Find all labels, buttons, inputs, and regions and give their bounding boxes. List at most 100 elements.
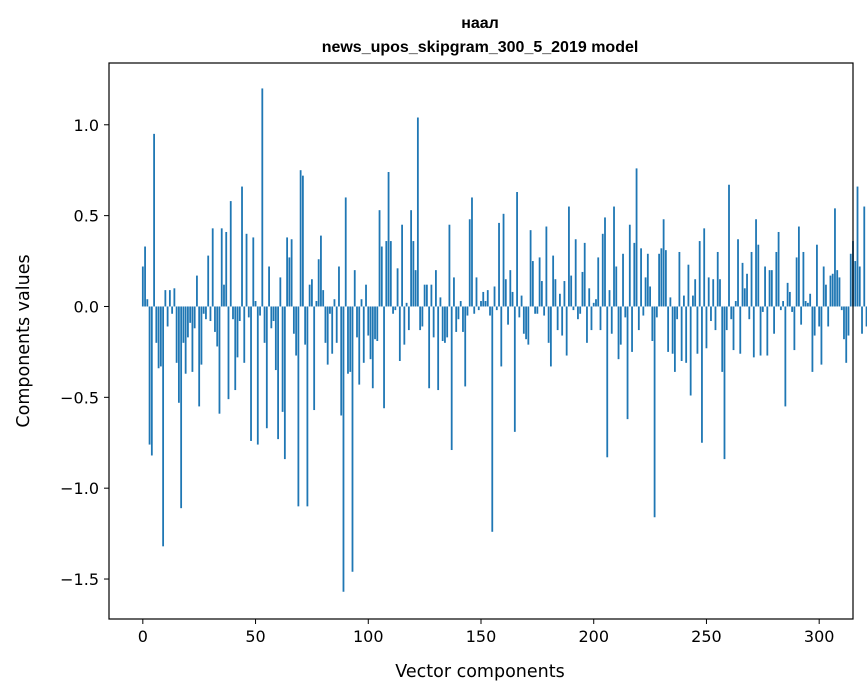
bar [737,239,739,307]
bar [678,251,681,307]
bar [207,255,210,307]
bar [687,264,690,307]
bar [173,288,176,307]
bar [592,302,595,307]
bar [392,306,394,314]
bar [669,297,672,307]
bar [475,277,478,307]
bar [290,239,293,307]
bar [164,290,167,307]
bar [827,306,830,327]
bar [177,306,180,403]
bar [845,306,848,363]
bar [829,275,832,307]
bar [757,244,760,307]
bar [191,306,194,372]
bar [730,306,733,320]
bar [301,175,304,307]
bar [421,306,424,327]
bar [146,299,149,307]
bar [450,306,453,451]
bar [331,306,334,354]
bar [292,306,295,334]
bar [707,277,710,307]
bars-layer [141,88,867,592]
bar [660,248,663,307]
bar [849,253,852,307]
bar [777,231,780,307]
bar [504,279,507,307]
y-tick-label: −1.5 [60,570,99,589]
bar [696,306,699,354]
bar [698,241,701,307]
bar [153,133,155,307]
bar [394,306,397,311]
bar [347,306,349,374]
y-axis-ticks: −1.5 −1.0 −0.5 0.0 0.5 1.0 [60,116,109,589]
bar [854,261,857,307]
bar [491,306,494,532]
y-tick-label: 1.0 [74,116,99,135]
bar [588,288,591,307]
bar [162,306,165,547]
bar [599,306,602,331]
bar [157,306,160,369]
bar [797,226,800,307]
bar [662,219,665,307]
bar [545,226,548,307]
bar [342,306,345,592]
bar [286,237,289,307]
bar [586,306,588,343]
bar [232,306,234,320]
bar [205,306,207,320]
bar [527,306,530,345]
bar [236,306,239,358]
bar [836,270,839,307]
bar [507,306,509,325]
bar [572,306,575,311]
bar [189,306,192,323]
bar [520,295,523,307]
bar [861,306,863,334]
bar [577,306,579,320]
bar [712,279,715,307]
bar [250,306,252,441]
x-tick-label: 0 [138,627,148,646]
bar [683,295,685,307]
bar [649,286,651,307]
bar [272,306,275,322]
x-tick-label: 50 [245,627,265,646]
bar [784,306,787,407]
bar [556,306,559,331]
bar [694,279,697,307]
bar [834,208,836,307]
bar [755,219,757,307]
bar [247,306,250,318]
bar [635,168,638,307]
bar [283,306,286,460]
bar [764,266,766,307]
bar [482,291,485,307]
bar [549,306,552,367]
bar [608,290,611,307]
bar [144,246,146,307]
bar [279,277,282,307]
bar [606,306,609,458]
bar [225,231,228,307]
bar [791,306,794,312]
bar [818,306,821,327]
bar [531,261,534,307]
bar [579,306,582,314]
bar [320,235,322,307]
bar [644,277,647,307]
bar [256,306,259,445]
bar [840,306,843,311]
bar [804,301,807,307]
bar [263,306,266,343]
bar [498,222,500,307]
bar [640,248,642,307]
bar [365,284,367,307]
bar [773,306,775,334]
bar [664,250,667,307]
chart-title-line2: news_upos_skipgram_300_5_2019 model [322,39,639,56]
